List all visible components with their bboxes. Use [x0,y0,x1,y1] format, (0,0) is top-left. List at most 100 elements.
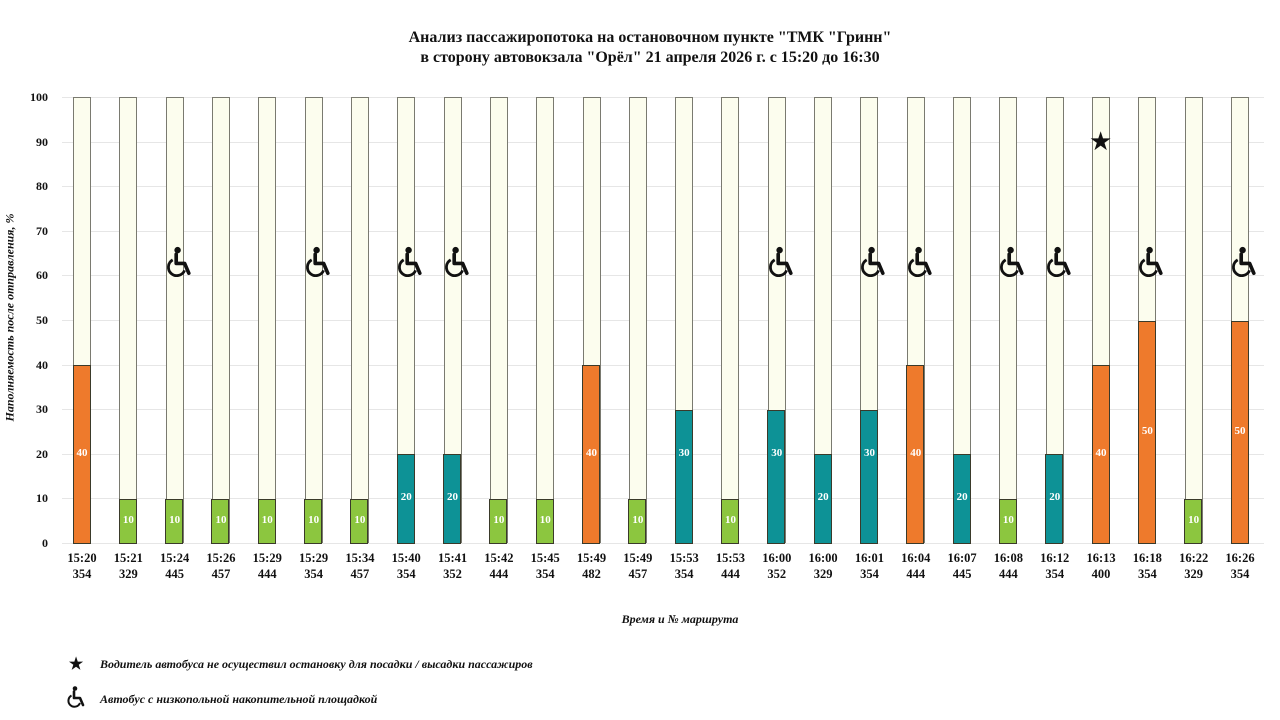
bar-fill [72,365,91,544]
x-tick-route: 329 [813,567,833,581]
bar [1184,97,1203,544]
x-tick-time: 15:53 [669,551,699,565]
bar-value-label: 10 [539,513,551,526]
gridline [62,230,1264,232]
x-tick-label: 15:40 354 [383,550,429,582]
bar-value-label: 20 [817,491,829,504]
gridline [62,364,1264,366]
gridline [62,275,1264,277]
bar [767,97,786,544]
y-tick-label: 50 [36,313,48,327]
bar [813,97,833,544]
wheelchair-icon [396,246,424,278]
x-tick-label: 15:53 444 [707,550,753,582]
bar [674,97,694,544]
bar-value-label: 10 [1188,513,1200,526]
x-tick-time: 15:49 [576,551,607,565]
x-tick-route: 354 [396,567,416,581]
bar [1045,97,1064,544]
x-tick-route: 354 [1045,567,1065,581]
y-tick-label: 70 [36,223,48,238]
bar-fill [767,409,786,544]
x-tick-time: 15:34 [345,551,375,565]
x-tick-label: 16:26 354 [1217,550,1263,582]
bar [998,97,1018,544]
bar [350,97,369,544]
bar-fill [1045,454,1064,544]
bar [906,97,925,544]
bar [443,97,462,544]
wheelchair-icon [1230,246,1258,278]
x-tick-route: 457 [628,567,648,581]
x-tick-label: 15:49 482 [569,550,615,582]
gridline [62,97,1264,98]
gridline [62,320,1264,321]
bar-value-label: 10 [632,513,644,526]
bar-value-label: 20 [400,491,412,504]
bar-fill [859,409,878,544]
x-tick-route: 457 [211,567,231,581]
x-tick-route: 444 [489,567,509,581]
x-tick-label: 15:45 354 [522,550,568,582]
bar-fill [1184,498,1203,544]
bar [165,97,184,544]
bar [1091,97,1111,544]
x-tick-time: 16:22 [1179,551,1209,565]
bar-value-label: 10 [493,513,505,526]
x-tick-time: 15:42 [484,551,514,565]
bar-fill [582,365,601,544]
x-tick-route: 444 [999,567,1018,581]
wheelchair-icon [165,246,193,278]
bar-fill [628,498,647,544]
x-tick-time: 15:20 [67,551,97,565]
bar-fill [350,498,369,544]
bar [396,97,416,544]
gridline [62,409,1264,411]
x-tick-route: 329 [118,567,138,581]
bar-fill [1091,365,1110,544]
bar [859,97,879,544]
bar-value-label: 10 [169,513,181,526]
bar-value-label: 50 [1234,424,1246,437]
x-tick-route: 400 [1091,567,1111,581]
x-tick-label: 15:34 457 [337,550,383,582]
chart-title-line1: Анализ пассажиропотока на остановочном п… [408,29,892,46]
x-tick-time: 15:29 [252,551,282,565]
bar-fill [118,498,137,544]
x-tick-route: 354 [674,567,694,581]
bar-fill [257,498,276,544]
gridline [62,453,1264,455]
bar [72,97,91,544]
x-tick-route: 354 [72,567,92,581]
wheelchair-icon [998,246,1026,278]
x-tick-time: 15:45 [530,551,560,565]
bar [489,97,508,544]
bar-fill [304,498,323,544]
bar-fill [906,365,925,544]
x-tick-label: 16:22 329 [1171,550,1217,582]
x-tick-label: 16:18 354 [1124,550,1170,582]
star-icon: ★ [68,656,84,673]
x-tick-route: 445 [952,567,972,581]
wheelchair-icon [64,686,88,712]
bar-value-label: 10 [724,513,736,526]
bar [1137,97,1157,544]
x-tick-time: 16:04 [901,551,931,565]
bar [582,97,601,544]
x-tick-label: 16:13 400 [1078,550,1124,582]
x-tick-time: 16:08 [993,551,1023,565]
y-tick-label: 40 [36,357,48,372]
bar-value-label: 10 [215,513,227,526]
bar-fill [998,498,1017,544]
y-tick-label: 90 [36,134,48,149]
x-tick-route: 354 [1230,567,1250,581]
x-tick-route: 444 [906,567,926,581]
x-tick-route: 352 [443,567,462,581]
bar-value-label: 40 [586,446,598,459]
x-tick-route: 354 [304,567,323,581]
gridline [62,141,1264,143]
x-tick-route: 354 [1137,567,1157,581]
x-tick-label: 15:49 457 [615,550,661,582]
bar-fill [1230,320,1249,544]
chart-title-line2: в сторону автовокзала "Орёл" 21 апреля 2… [420,49,880,66]
